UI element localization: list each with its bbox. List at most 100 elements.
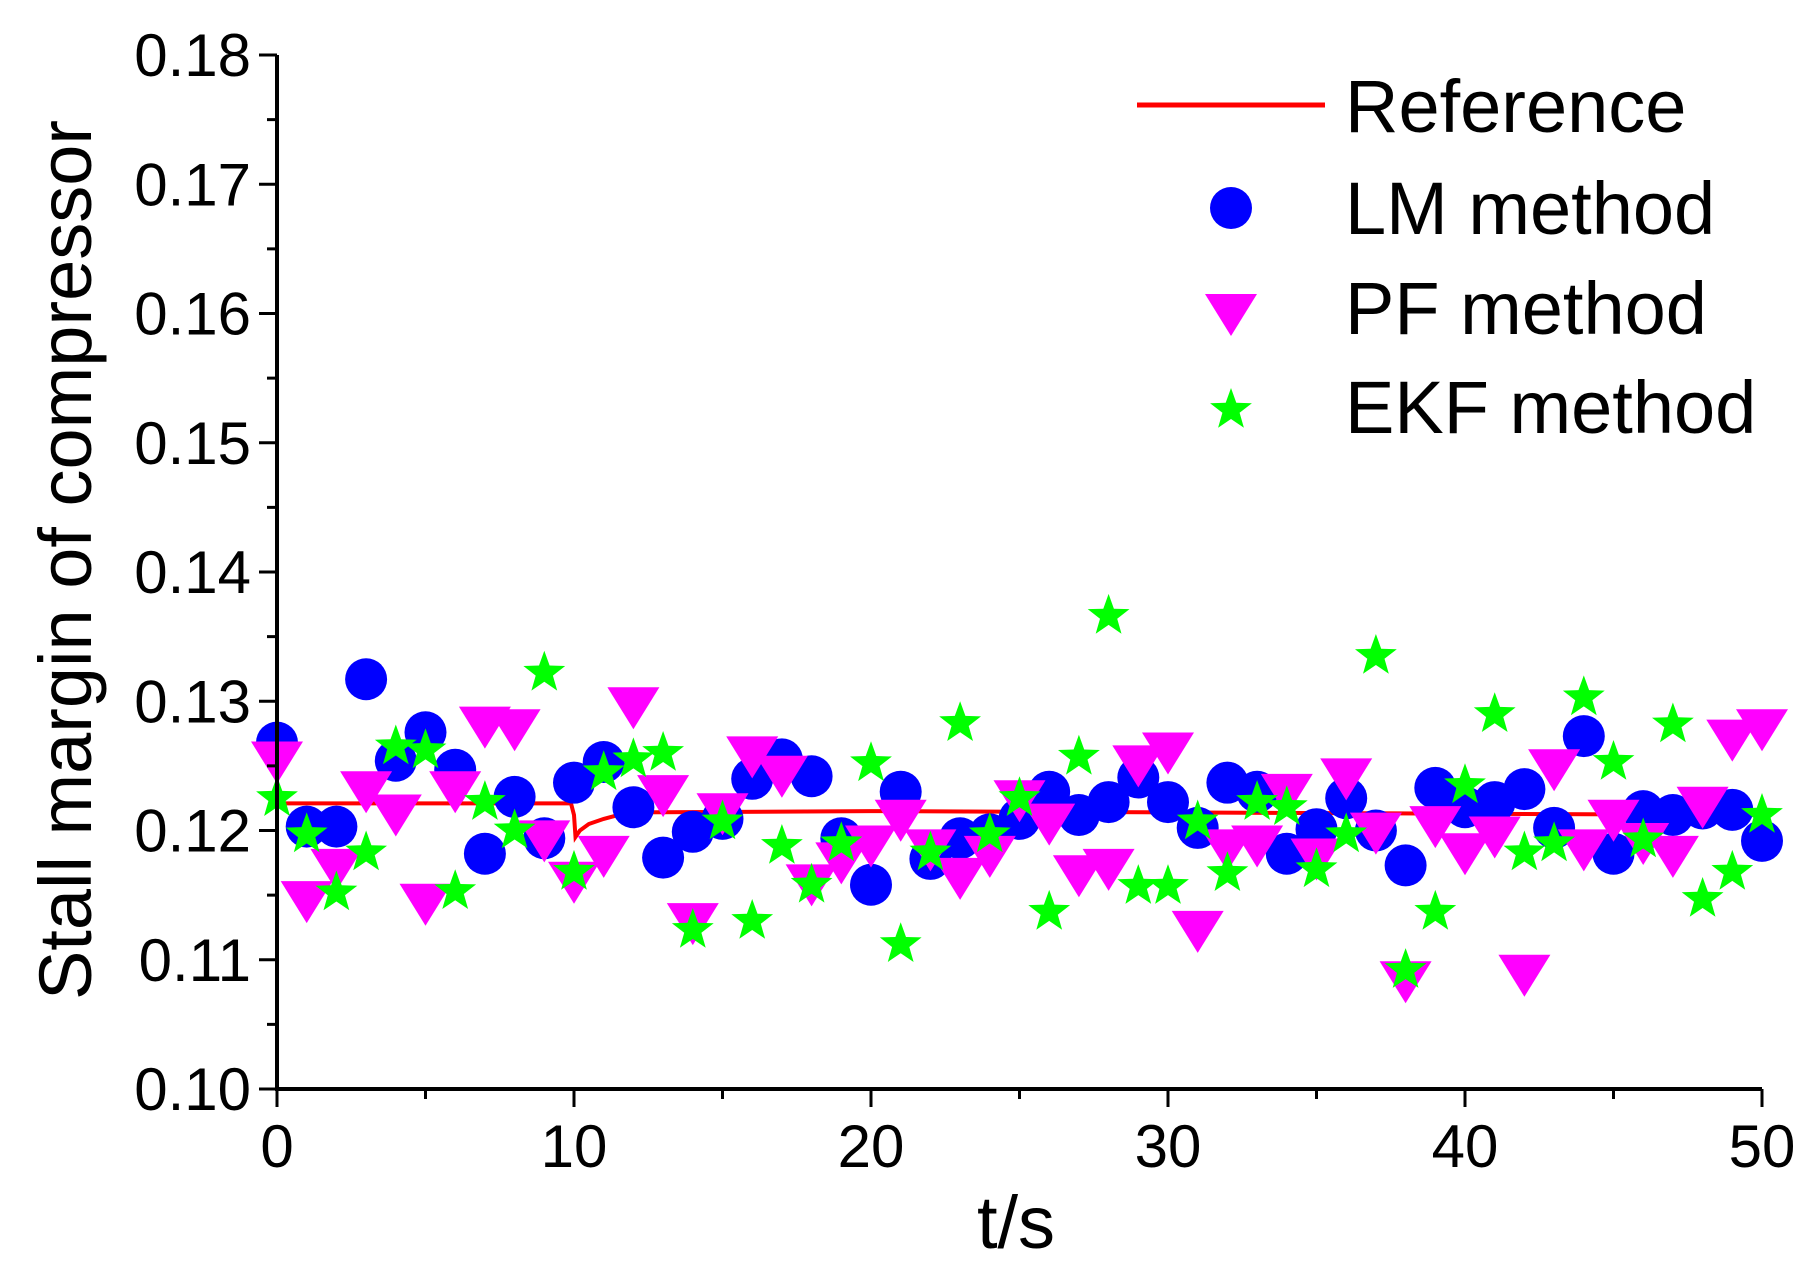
ekf-point — [1206, 851, 1249, 891]
pf-point — [815, 842, 868, 885]
ekf-point — [374, 724, 417, 765]
x-tick-label: 40 — [1432, 1113, 1499, 1180]
ekf-point — [1058, 734, 1100, 775]
pf-point — [1736, 709, 1788, 752]
y-tick-label: 0.14 — [134, 539, 251, 606]
x-tick-label: 0 — [260, 1113, 293, 1180]
pf-point — [548, 861, 600, 904]
pf-point — [1142, 732, 1194, 775]
x-tick-label: 30 — [1135, 1113, 1202, 1180]
pf-point — [963, 835, 1016, 878]
pf-point — [1439, 833, 1491, 876]
ekf-point — [642, 731, 684, 771]
pf-point — [518, 820, 571, 863]
ekf-point — [939, 701, 981, 741]
pf-point — [1231, 825, 1284, 868]
lm-point — [850, 863, 892, 906]
ekf-point — [879, 922, 922, 962]
ekf-point — [315, 870, 358, 911]
pf-point — [340, 771, 393, 814]
ekf-point — [1414, 889, 1457, 930]
x-tick-label: 50 — [1729, 1113, 1796, 1180]
y-tick-label: 0.17 — [134, 151, 251, 218]
pf-point — [1528, 749, 1581, 792]
ekf-point — [1265, 785, 1308, 825]
x-axis-title: t/s — [977, 1181, 1055, 1264]
lm-point — [1711, 788, 1754, 831]
ekf-point — [1592, 740, 1635, 780]
ekf-point — [1355, 634, 1397, 674]
lm-point — [315, 805, 358, 848]
lm-point — [1503, 768, 1546, 811]
pf-point — [399, 883, 452, 926]
pf-point — [1349, 812, 1402, 855]
lm-point — [1087, 781, 1130, 824]
lm-point — [1741, 819, 1783, 862]
ekf-point — [1117, 864, 1160, 904]
y-tick-label: 0.11 — [139, 927, 251, 994]
lm-point — [553, 761, 595, 804]
pf-point — [874, 799, 927, 842]
pf-point — [1409, 806, 1462, 849]
y-tick-label: 0.12 — [134, 798, 251, 865]
pf-point — [1052, 855, 1105, 898]
lm-point — [1562, 715, 1605, 758]
pf-point — [1112, 745, 1165, 788]
ekf-point — [464, 780, 506, 820]
ekf-point — [404, 728, 447, 769]
ekf-point — [582, 750, 625, 791]
pf-point — [1646, 835, 1699, 878]
ekf-point — [434, 869, 477, 909]
pf-point — [310, 848, 363, 891]
ekf-point — [909, 830, 952, 871]
ekf-point — [1562, 675, 1605, 716]
legend-ekf-marker — [1210, 388, 1252, 428]
ekf-point — [790, 862, 833, 903]
pf-point — [1082, 848, 1135, 891]
legend-ekf-label: EKF method — [1345, 366, 1756, 449]
lm-point — [731, 757, 774, 800]
legend: Reference LM method PF method EKF method — [1137, 65, 1756, 449]
y-tick-label: 0.13 — [134, 668, 251, 735]
pf-point — [1320, 758, 1373, 801]
ekf-point — [1236, 780, 1278, 820]
x-tick-label: 20 — [838, 1113, 905, 1180]
ekf-point — [1325, 812, 1368, 853]
ekf-point — [1622, 817, 1665, 858]
ekf-point — [671, 908, 714, 948]
lm-point — [463, 832, 506, 875]
ekf-point — [1652, 702, 1694, 743]
y-tick-label: 0.10 — [134, 1056, 251, 1123]
ekf-point — [1503, 830, 1546, 871]
ekf-point — [345, 830, 387, 871]
ekf-point — [493, 808, 536, 849]
pf-point — [726, 736, 779, 779]
pf-point — [488, 709, 541, 752]
pf-point — [1468, 816, 1521, 859]
ekf-point — [1176, 799, 1219, 840]
ekf-point — [820, 821, 863, 862]
pf-point — [1023, 803, 1076, 846]
pf-point — [637, 775, 690, 818]
ekf-point — [1087, 593, 1130, 634]
ekf-point — [1147, 864, 1189, 904]
pf-point — [934, 857, 987, 900]
lm-point — [1384, 844, 1427, 887]
axes: 0 10 20 30 40 50 0.10 0.11 0.12 0.13 0.14 0.15 0.16 0… — [134, 22, 1795, 1180]
pf-point — [280, 881, 333, 924]
pf-point — [577, 835, 630, 878]
ekf-point — [701, 799, 744, 840]
ekf-point — [1473, 692, 1516, 732]
x-tick-label: 10 — [541, 1113, 608, 1180]
ekf-point — [553, 849, 595, 890]
legend-pf-label: PF method — [1345, 267, 1707, 350]
ekf-point — [1384, 948, 1427, 988]
ekf-point — [1295, 847, 1338, 888]
ekf-point — [850, 741, 892, 782]
legend-reference-label: Reference — [1345, 65, 1686, 148]
ekf-point — [1681, 877, 1724, 917]
pf-point — [607, 687, 660, 730]
ekf-point — [285, 812, 328, 853]
